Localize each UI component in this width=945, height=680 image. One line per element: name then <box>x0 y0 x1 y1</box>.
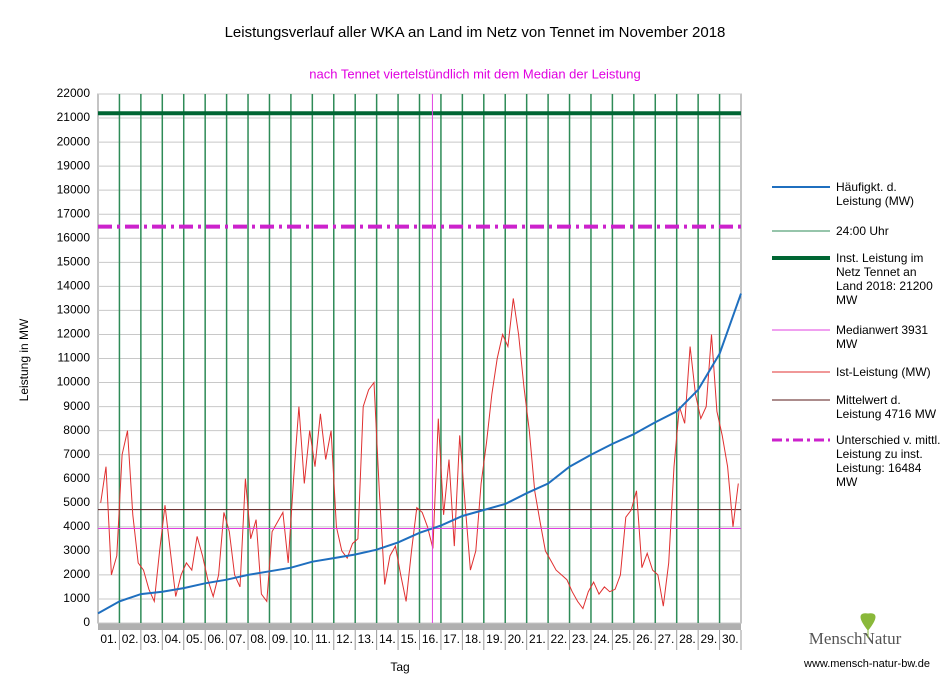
y-tick-label: 7000 <box>63 447 90 461</box>
y-tick-label: 22000 <box>57 86 91 100</box>
x-tick-label: 17. <box>443 632 460 646</box>
x-tick-label: 14. <box>379 632 396 646</box>
y-tick-label: 21000 <box>57 110 91 124</box>
x-tick-label: 10. <box>293 632 310 646</box>
x-tick-label: 04. <box>165 632 182 646</box>
legend-entry: 24:00 Uhr <box>836 224 889 238</box>
series-line <box>100 298 739 610</box>
x-tick-label: 05. <box>186 632 203 646</box>
x-axis-label: Tag <box>390 660 409 674</box>
logo-leaf <box>860 613 876 638</box>
x-tick-label: 02. <box>122 632 139 646</box>
x-tick-label: 11. <box>315 632 331 646</box>
legend-entry: Ist-Leistung (MW) <box>836 365 931 379</box>
x-axis-band <box>98 623 741 630</box>
y-tick-label: 5000 <box>63 495 90 509</box>
chart-subtitle: nach Tennet viertelstündlich mit dem Med… <box>309 66 640 81</box>
y-tick-label: 0 <box>83 615 90 629</box>
x-tick-label: 25. <box>615 632 632 646</box>
y-tick-label: 11000 <box>58 351 91 365</box>
x-tick-label: 28. <box>679 632 696 646</box>
legend-entry: Mittelwert d. Leistung 4716 MW <box>836 393 937 421</box>
y-tick-label: 3000 <box>63 543 90 557</box>
legend-entry: Inst. Leistung im Netz Tennet an Land 20… <box>836 251 933 307</box>
y-tick-label: 10000 <box>57 375 91 389</box>
y-tick-label: 13000 <box>57 303 91 317</box>
x-tick-label: 26. <box>636 632 653 646</box>
x-tick-label: 23. <box>572 632 589 646</box>
y-tick-label: 16000 <box>57 230 91 244</box>
x-tick-label: 29. <box>701 632 718 646</box>
y-tick-label: 18000 <box>57 182 91 196</box>
y-tick-label: 17000 <box>57 206 91 220</box>
y-tick-label: 2000 <box>63 567 90 581</box>
x-tick-label: 18. <box>465 632 482 646</box>
x-tick-label: 27. <box>658 632 675 646</box>
x-tick-label: 24. <box>593 632 610 646</box>
x-tick-label: 15. <box>400 632 417 646</box>
y-tick-label: 1000 <box>63 591 90 605</box>
y-tick-label: 14000 <box>57 279 91 293</box>
chart-title: Leistungsverlauf aller WKA an Land im Ne… <box>225 24 726 41</box>
y-tick-label: 20000 <box>57 134 91 148</box>
logo: MenschNatur <box>809 629 902 648</box>
y-tick-label: 6000 <box>63 471 90 485</box>
series-line <box>97 293 742 615</box>
x-tick-label: 19. <box>486 632 503 646</box>
x-tick-label: 16. <box>422 632 439 646</box>
legend-entry: Unterschied v. mittl. Leistung zu inst. … <box>836 433 941 489</box>
x-tick-label: 03. <box>143 632 160 646</box>
x-tick-label: 08. <box>250 632 267 646</box>
x-tick-label: 09. <box>272 632 289 646</box>
x-tick-label: 13. <box>358 632 375 646</box>
x-tick-label: 22. <box>550 632 567 646</box>
x-tick-label: 06. <box>208 632 225 646</box>
website: www.mensch-natur-bw.de <box>803 658 930 670</box>
x-tick-label: 07. <box>229 632 246 646</box>
y-tick-label: 9000 <box>63 399 90 413</box>
x-tick-label: 20. <box>508 632 525 646</box>
legend-entry: Medianwert 3931 MW <box>836 323 929 351</box>
y-tick-label: 19000 <box>57 158 91 172</box>
x-tick-label: 12. <box>336 632 353 646</box>
y-axis-label: Leistung in MW <box>17 318 31 401</box>
x-tick-label: 30. <box>722 632 739 646</box>
y-tick-label: 4000 <box>63 519 90 533</box>
y-tick-label: 8000 <box>63 423 90 437</box>
y-tick-label: 15000 <box>57 254 91 268</box>
y-tick-label: 12000 <box>57 327 91 341</box>
x-tick-label: 21. <box>529 632 546 646</box>
x-tick-label: 01. <box>100 632 117 646</box>
legend-entry: Häufigkt. d. Leistung (MW) <box>836 180 915 208</box>
